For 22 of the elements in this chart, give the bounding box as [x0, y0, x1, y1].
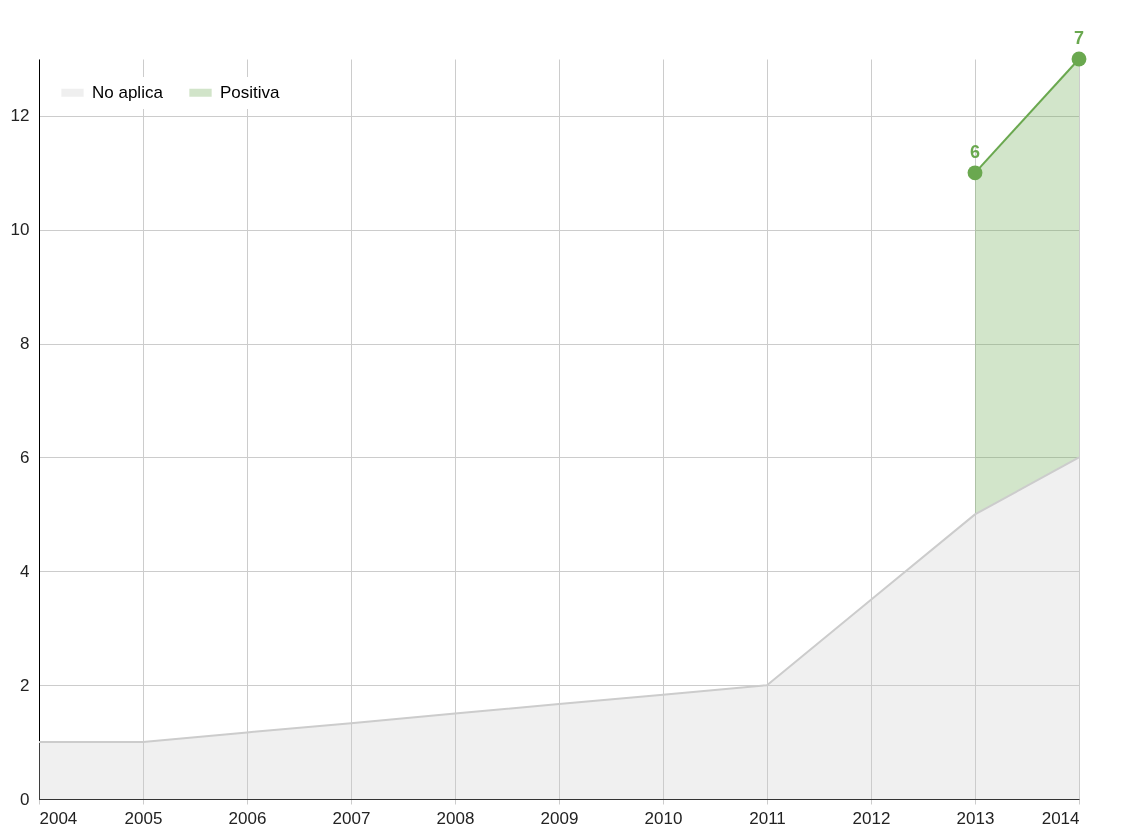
- y-tick-label: 10: [10, 220, 30, 240]
- y-tick-label: 6: [20, 447, 30, 467]
- x-tick-label: 2005: [124, 808, 163, 828]
- x-tick-label: 2011: [749, 808, 786, 828]
- y-tick-label: 8: [20, 334, 30, 354]
- x-tick-label: 2009: [540, 808, 579, 828]
- x-tick-label: 2012: [852, 808, 891, 828]
- data-label: 7: [1073, 28, 1085, 48]
- x-tick-label: 2010: [644, 808, 683, 828]
- legend-label: Positiva: [220, 82, 281, 102]
- x-tick-label: 2004: [39, 808, 78, 828]
- y-tick-label: 2: [20, 675, 30, 695]
- x-tick-label: 2007: [332, 808, 371, 828]
- x-tick-label: 2006: [228, 808, 267, 828]
- x-tick-label: 2013: [956, 808, 995, 828]
- data-label: 6: [969, 141, 981, 162]
- x-tick-label: 2008: [436, 808, 475, 828]
- legend-label: No aplica: [92, 82, 164, 102]
- x-tick-label: 2014: [1041, 808, 1080, 828]
- y-tick-label: 12: [10, 106, 30, 126]
- y-tick-label: 4: [20, 561, 30, 581]
- y-tick-label: 0: [20, 789, 30, 809]
